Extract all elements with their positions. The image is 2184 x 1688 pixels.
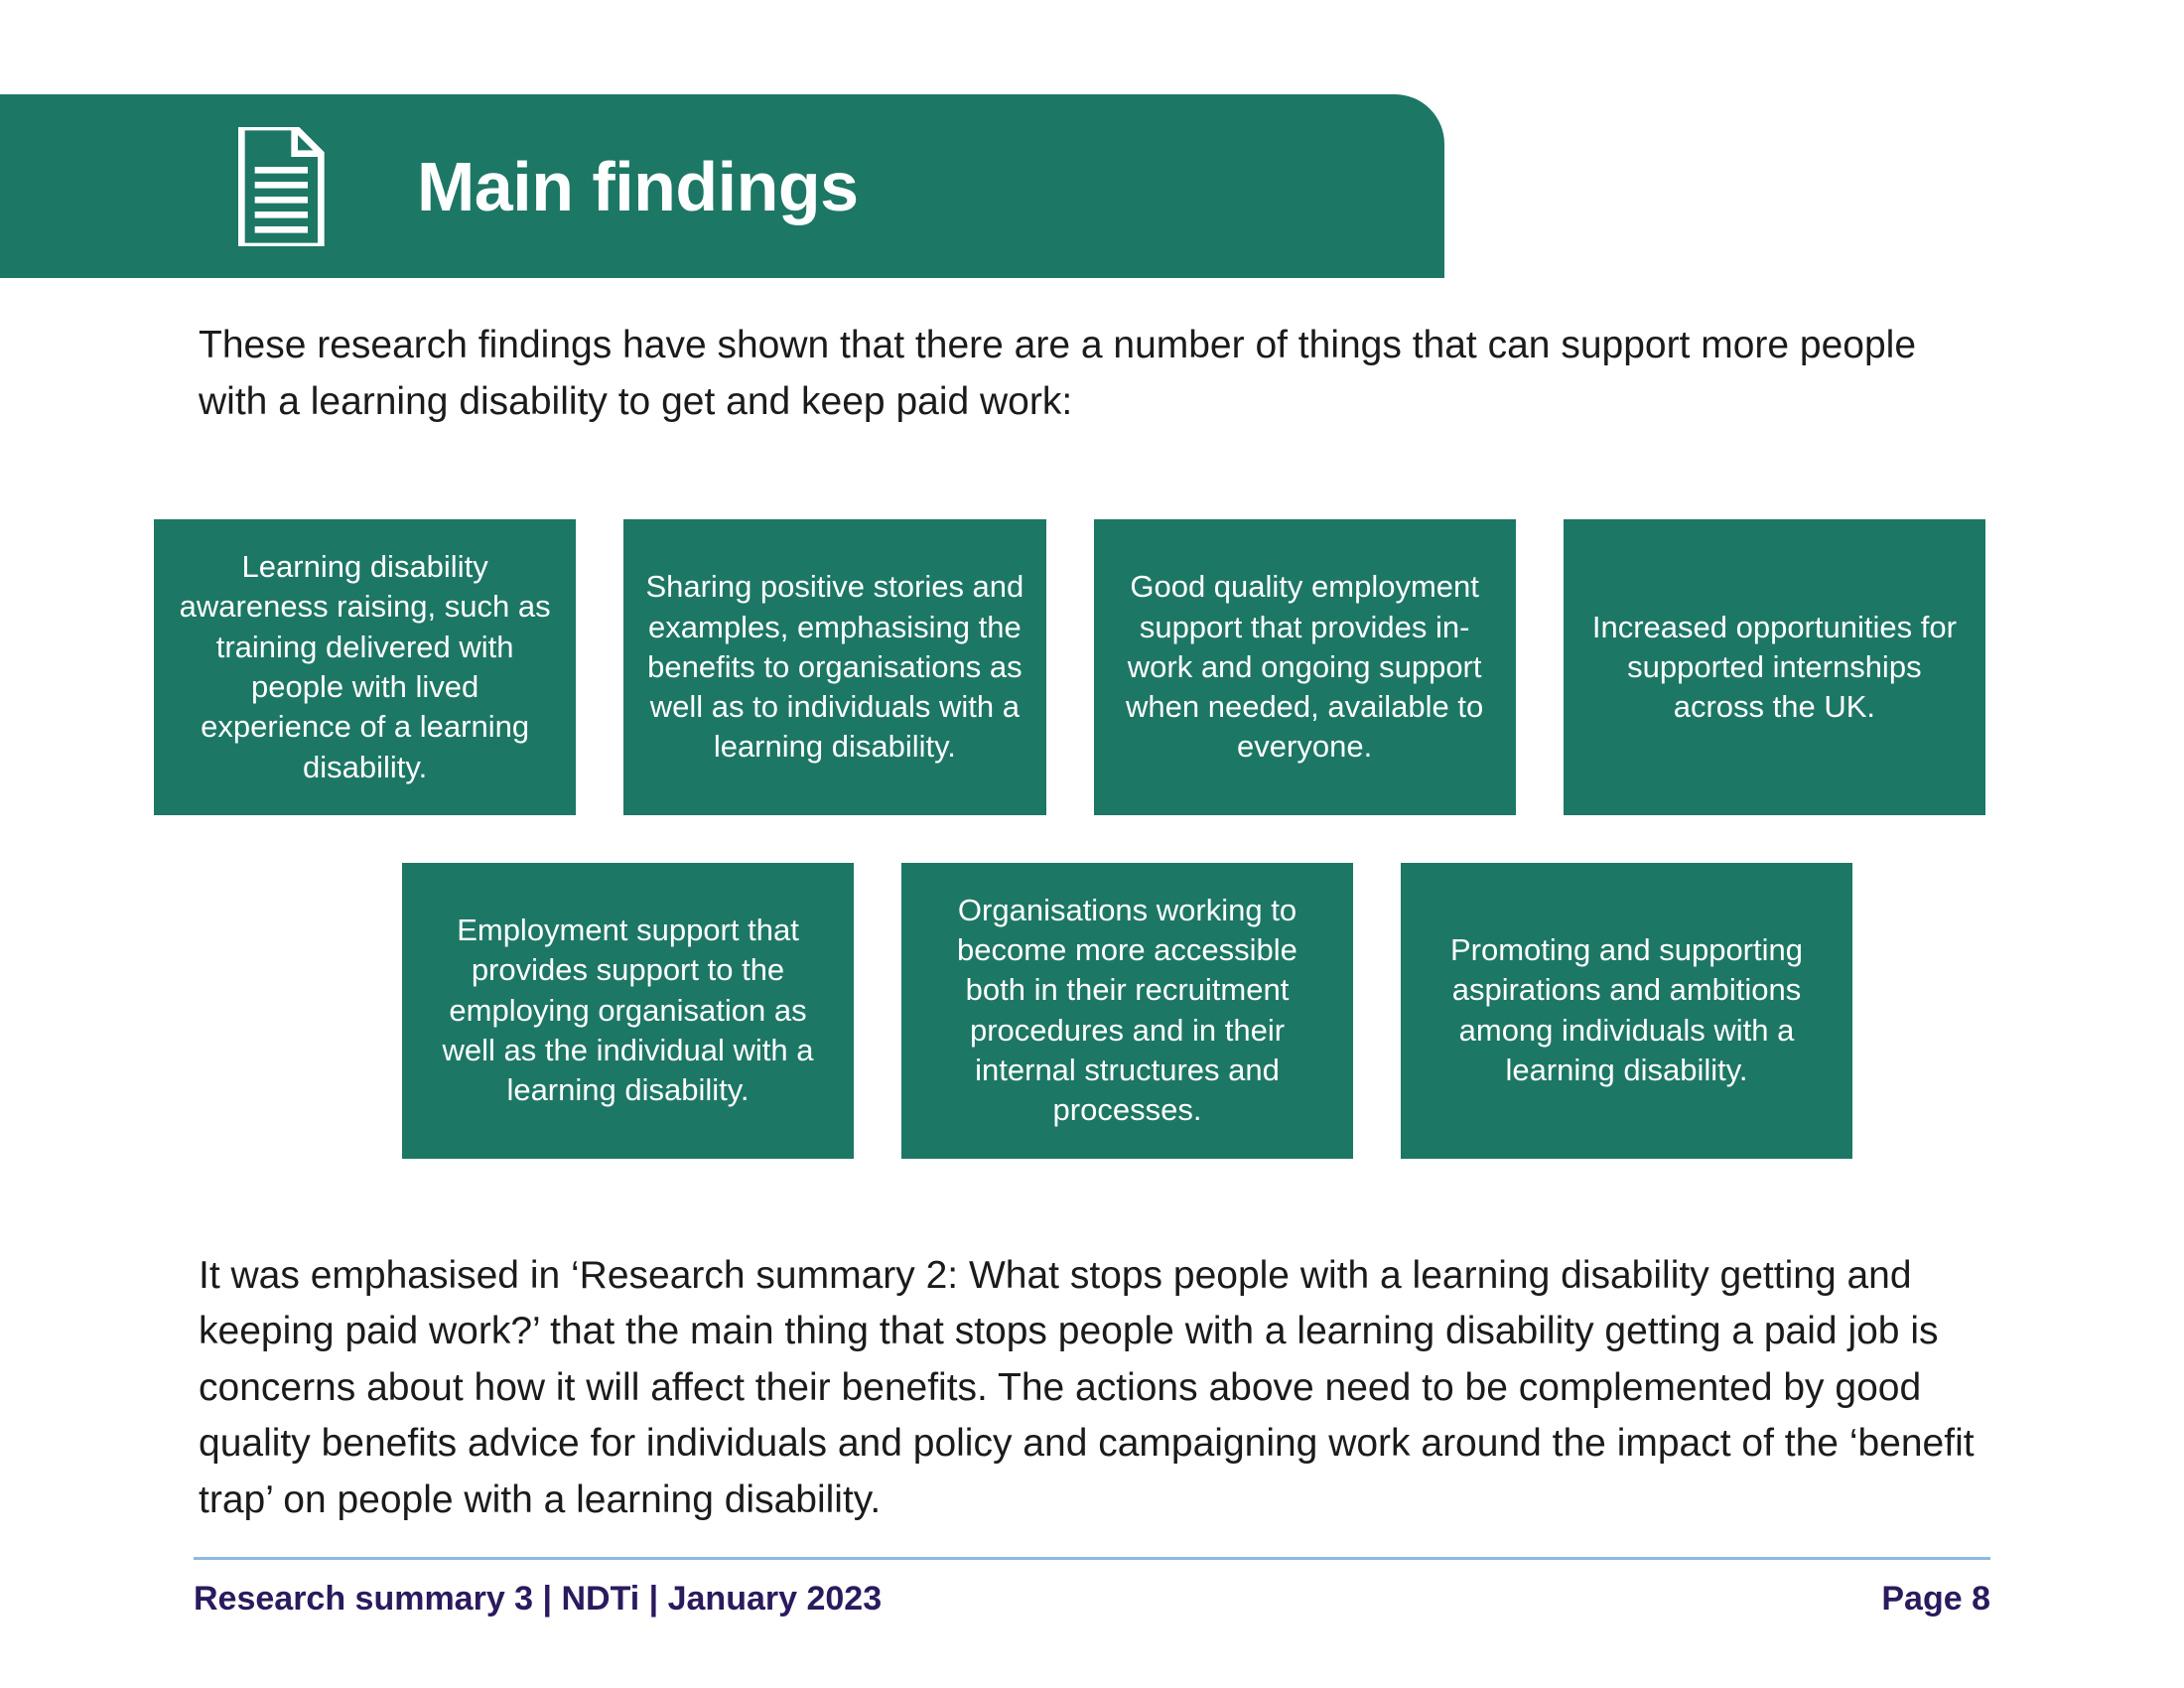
footer-left: Research summary 3 | NDTi | January 2023 <box>194 1580 882 1618</box>
finding-card: Sharing positive stories and examples, e… <box>623 519 1045 815</box>
page-footer: Research summary 3 | NDTi | January 2023… <box>194 1557 1990 1618</box>
finding-card: Organisations working to become more acc… <box>901 863 1353 1159</box>
document-icon <box>228 127 328 246</box>
finding-card: Increased opportunities for supported in… <box>1564 519 1985 815</box>
finding-card: Promoting and supporting aspirations and… <box>1401 863 1852 1159</box>
finding-card: Employment support that provides support… <box>402 863 854 1159</box>
finding-card: Learning disability awareness raising, s… <box>154 519 576 815</box>
intro-paragraph: These research findings have shown that … <box>199 318 1985 430</box>
page-title: Main findings <box>417 147 859 226</box>
finding-card: Good quality employment support that pro… <box>1094 519 1516 815</box>
header-bar: Main findings <box>0 94 1444 278</box>
footer-right: Page 8 <box>1881 1580 1990 1618</box>
cards-row-1: Learning disability awareness raising, s… <box>154 519 1985 815</box>
content-area: These research findings have shown that … <box>199 318 1985 1528</box>
closing-paragraph: It was emphasised in ‘Research summary 2… <box>199 1248 1985 1529</box>
cards-row-2: Employment support that provides support… <box>402 863 1985 1159</box>
